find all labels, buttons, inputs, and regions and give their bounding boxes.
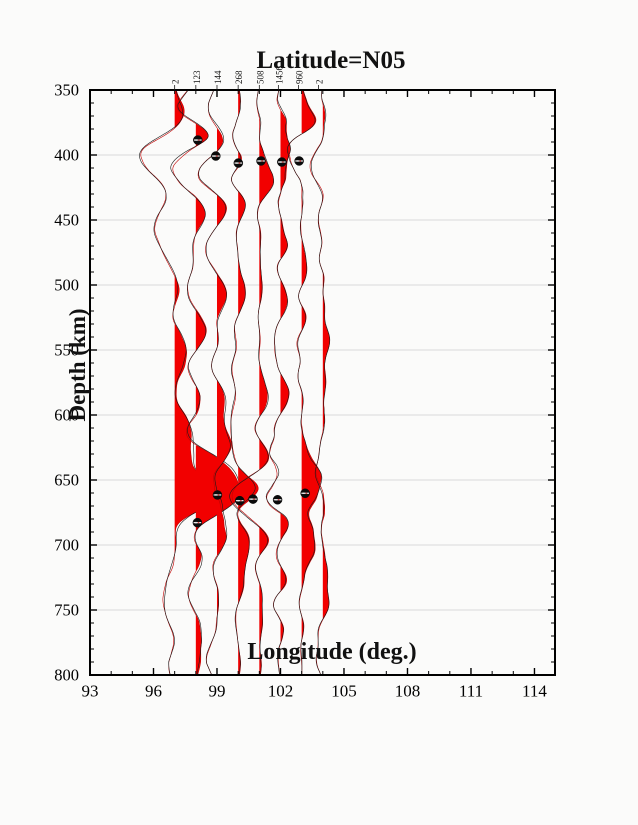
svg-text:2: 2 <box>315 80 325 85</box>
svg-text:114: 114 <box>522 682 547 701</box>
svg-text:Depth (km): Depth (km) <box>65 308 90 421</box>
svg-text:144: 144 <box>213 70 223 84</box>
svg-text:650: 650 <box>54 471 79 490</box>
svg-text:800: 800 <box>54 666 79 685</box>
svg-text:Longitude (deg.): Longitude (deg.) <box>247 639 416 665</box>
svg-text:268: 268 <box>234 70 244 84</box>
svg-text:102: 102 <box>268 682 294 701</box>
svg-text:111: 111 <box>459 682 483 701</box>
svg-text:700: 700 <box>54 536 79 555</box>
svg-text:500: 500 <box>54 276 79 295</box>
svg-text:2: 2 <box>171 80 181 85</box>
svg-text:96: 96 <box>145 682 162 701</box>
svg-text:400: 400 <box>54 146 79 165</box>
svg-text:350: 350 <box>54 81 79 100</box>
svg-text:99: 99 <box>208 682 225 701</box>
svg-text:108: 108 <box>395 682 421 701</box>
svg-text:123: 123 <box>192 70 202 84</box>
svg-text:93: 93 <box>82 682 99 701</box>
svg-text:Latitude=N05: Latitude=N05 <box>257 47 406 74</box>
svg-text:750: 750 <box>54 601 79 620</box>
svg-text:450: 450 <box>54 211 79 230</box>
svg-text:105: 105 <box>331 682 357 701</box>
